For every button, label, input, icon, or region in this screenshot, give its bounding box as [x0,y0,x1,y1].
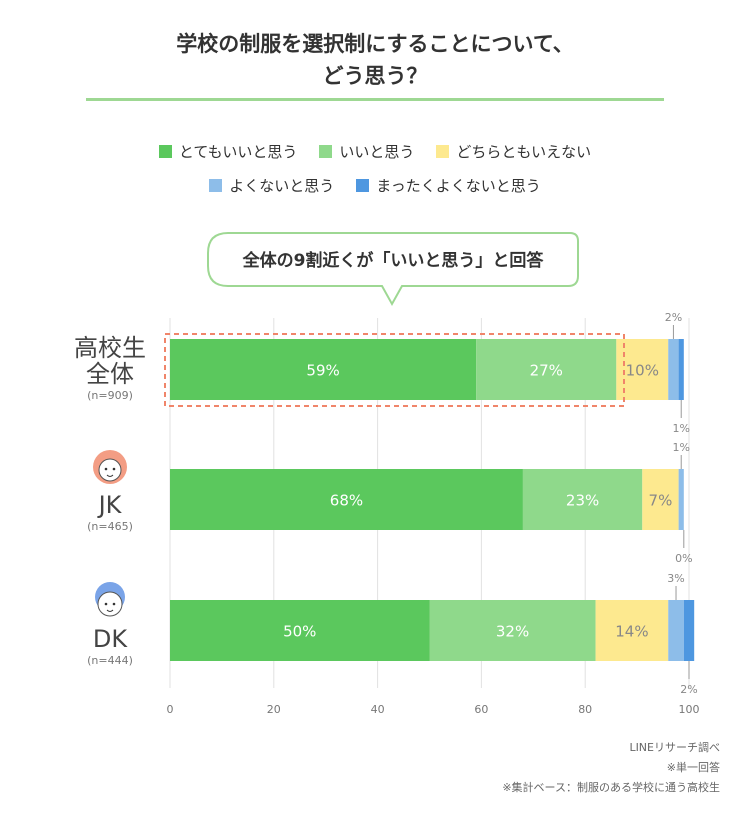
legend-item-very-bad: まったくよくないと思う [356,175,541,196]
group-n-all: (n=909) [87,389,133,402]
legend-label: まったくよくないと思う [376,177,541,195]
x-tick-label: 80 [578,703,592,716]
legend-item-very-good: とてもいいと思う [158,141,298,162]
legend-item-neutral: どちらともいえない [436,141,591,162]
bar-value-label: 68% [330,492,363,510]
x-tick-label: 60 [474,703,488,716]
legend-label: とてもいいと思う [178,143,298,161]
bar-value-label: 2% [680,683,697,696]
legend-swatch [436,145,450,158]
labels-layer: 59% 27% 10% 2% 1% 68% 23% 7% 1% 0% 50% 32% 14% 3% 2% [283,311,698,696]
source-notes: LINEリサーチ調べ ※単一回答 ※集計ベース：制服のある学校に通う高校生 [502,738,720,798]
bar-value-label: 3% [667,572,684,585]
boy-face-icon [95,582,125,617]
bar-value-label: 32% [496,623,529,641]
boy-eye-right [112,602,116,606]
bar-value-label: 59% [306,362,339,380]
bar-segment [522,469,643,530]
bar-segment [668,339,679,400]
bar-segment [476,339,617,400]
boy-eye-left [104,602,108,606]
bar-value-label: 27% [530,362,563,380]
title-underline [86,98,664,101]
bar-segment [668,600,684,661]
group-label-jk-text: JK [98,491,122,519]
x-tick-label: 0 [167,703,174,716]
chart-title-line2: どう思う？ [322,64,428,88]
bar-value-label: 14% [615,623,648,641]
boy-mouth [106,609,114,612]
bar-segment [642,469,679,530]
callout-shape [207,232,579,307]
legend-swatch [319,145,333,158]
legend-row-2: よくないと思う まったくよくないと思う [0,175,750,196]
x-tick-label: 100 [679,703,700,716]
callout-text: 全体の9割近くが「いいと思う」と回答 [242,250,545,271]
girl-face-icon [93,450,127,484]
source-line: ※集計ベース：制服のある学校に通う高校生 [502,781,720,794]
bar-segment [678,339,684,400]
boy-face [97,591,123,617]
group-label-all-line1: 高校生 [74,334,146,362]
bar-value-label: 2% [665,311,682,324]
legend-item-bad: よくないと思う [209,175,334,196]
group-n-jk: (n=465) [87,520,133,533]
legend-label: いいと思う [339,143,415,161]
bar-segment [678,469,684,530]
bar-value-label: 50% [283,623,316,641]
bars-layer [170,339,695,661]
group-label-dk-text: DK [92,625,128,653]
x-tick-label: 20 [267,703,281,716]
legend-swatch [209,179,223,192]
bar-segment [429,600,596,661]
legend-label: どちらともいえない [456,143,592,161]
bar-segment [683,600,695,661]
source-line: ※単一回答 [666,761,720,774]
group-label-all: 高校生 全体 (n=909) [60,335,160,402]
bar-segment [170,339,477,400]
girl-eye-left [104,467,108,471]
source-line: LINEリサーチ調べ [629,741,720,754]
legend-row-1: とてもいいと思う いいと思う どちらともいえない [0,141,750,162]
chart-title-line1: 学校の制服を選択制にすることについて、 [176,32,574,56]
bar-segment [170,469,523,530]
bar-value-label: 0% [675,552,692,565]
highlight-box [164,333,625,407]
girl-face [98,458,122,482]
x-tick-label: 40 [371,703,385,716]
callout-bubble: 全体の9割近くが「いいと思う」と回答 [207,232,579,307]
bar-segment [595,600,669,661]
bar-segment [170,600,430,661]
bar-value-label: 1% [672,422,689,435]
legend-swatch [158,145,172,158]
bar-value-label: 23% [566,492,599,510]
legend-label: よくないと思う [229,177,335,195]
group-n-dk: (n=444) [87,654,133,667]
girl-eye-right [112,467,116,471]
group-label-dk: DK (n=444) [60,626,160,667]
bar-value-label: 10% [626,362,659,380]
girl-mouth [106,474,114,477]
legend-swatch [356,179,370,192]
x-axis-ticks: 0 20 40 60 80 100 [167,703,700,716]
group-label-jk: JK (n=465) [60,492,160,533]
legend-item-good: いいと思う [319,141,414,162]
group-label-all-line2: 全体 [86,360,134,388]
bar-value-label: 7% [649,492,673,510]
bar-value-label: 1% [672,441,689,454]
chart-title: 学校の制服を選択制にすることについて、 どう思う？ [0,28,750,92]
